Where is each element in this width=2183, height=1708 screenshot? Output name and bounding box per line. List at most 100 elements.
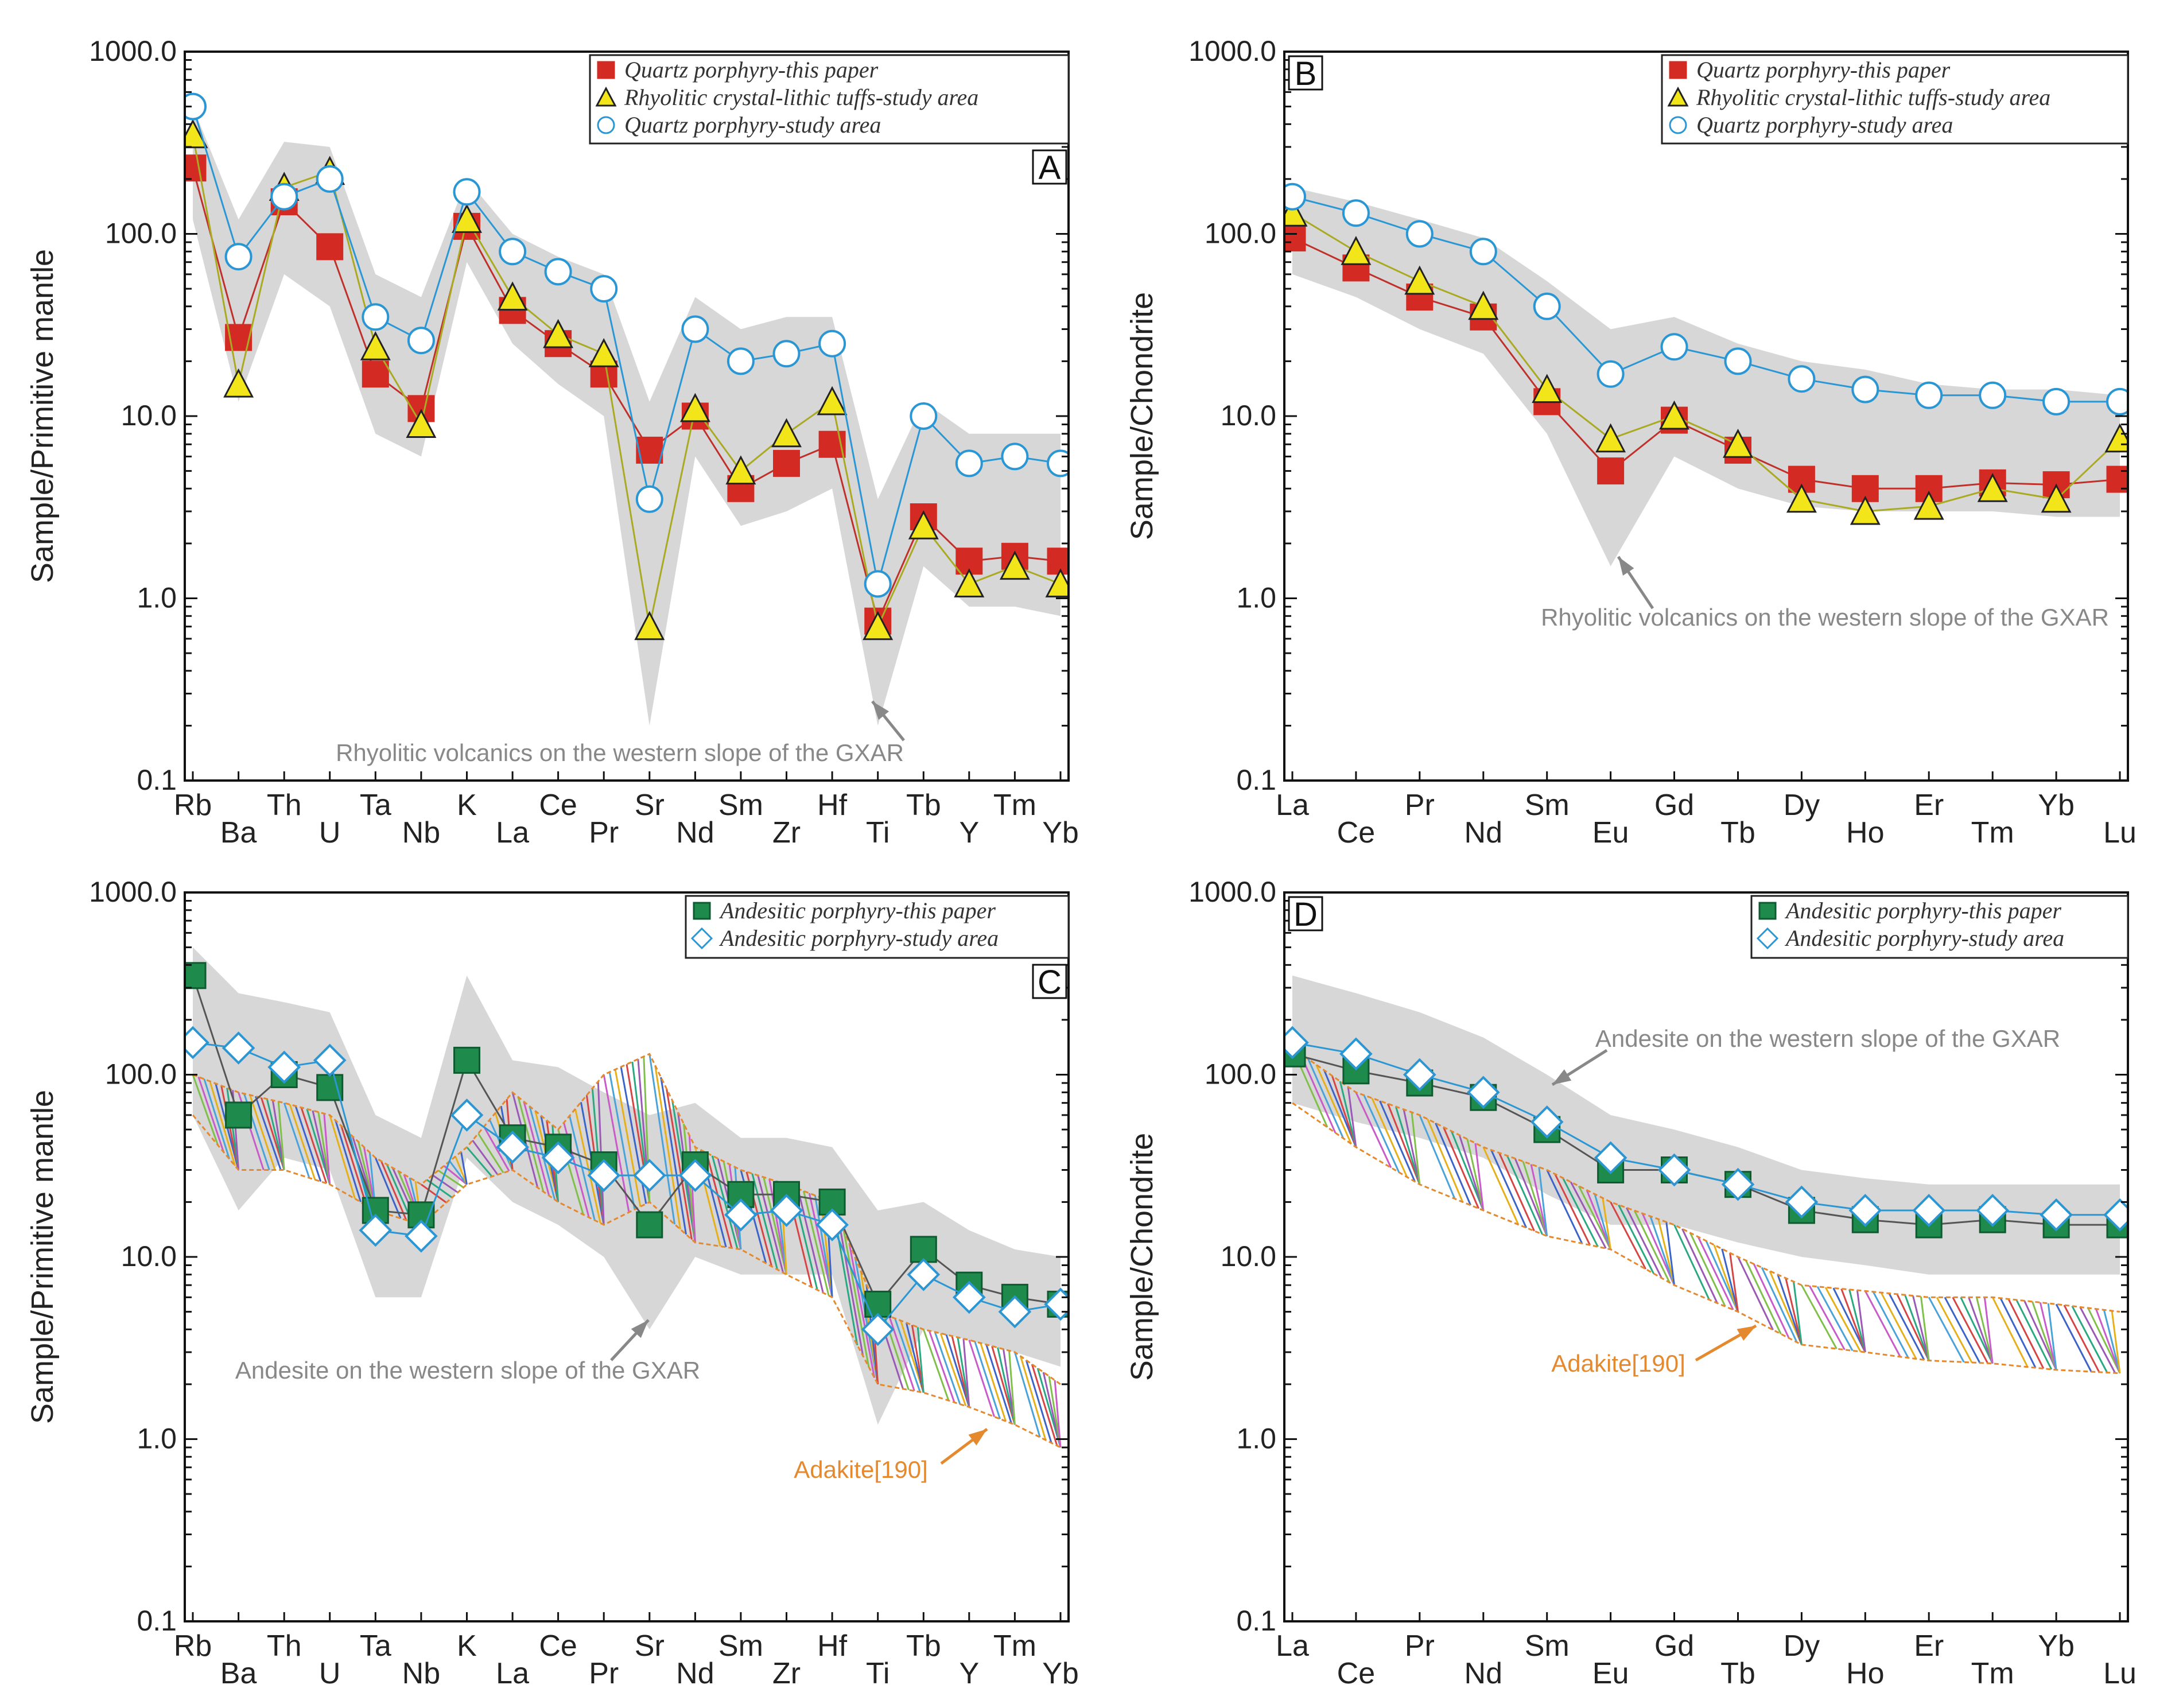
x-tick-label-yb: Yb (2038, 789, 2075, 822)
data-point-ba (225, 1101, 253, 1129)
legend-marker-rhyolitic-crystal-lithic-tuffs-study-area (595, 86, 617, 107)
data-point-k (453, 178, 481, 206)
adakite-hatch-line (523, 1101, 550, 1196)
legend-marker-andesitic-porphyry-study-area (690, 927, 713, 950)
adakite-hatch-line (1466, 1139, 1485, 1211)
adakite-hatch-line (666, 1089, 693, 1240)
data-point-sr (632, 1159, 666, 1192)
arrow-head (631, 1320, 648, 1338)
data-point-tm (1976, 1194, 2010, 1227)
data-point-tb (1721, 1167, 1755, 1201)
data-point-tm (1001, 442, 1029, 471)
x-tick-label-eu: Eu (1592, 816, 1629, 849)
data-point-k (450, 1098, 484, 1132)
adakite-hatch-line (985, 1344, 1012, 1424)
adakite-hatch-line (2087, 1307, 2121, 1374)
data-point-gd (1657, 1153, 1691, 1187)
adakite-hatch-line (1490, 1150, 1527, 1228)
adakite-hatch-line (529, 1106, 556, 1200)
legend-marker-quartz-porphyry-this-paper (1669, 61, 1687, 79)
adakite-hatch-line (455, 1156, 468, 1185)
adakite-hatch-line (1960, 1296, 1994, 1364)
data-point-nd (679, 393, 710, 422)
adakite-hatch-line (1530, 1164, 1548, 1237)
x-tick-label-lu: Lu (2103, 816, 2137, 849)
adakite-hatch-line (1944, 1296, 1981, 1364)
adakite-hatch-line (1427, 1119, 1464, 1202)
data-point-y (954, 568, 985, 597)
y-tick-label: 10.0 (1221, 1240, 1276, 1272)
arrow-head (1552, 1069, 1572, 1085)
adakite-hatch-line (1785, 1278, 1803, 1345)
data-point-ce (1341, 236, 1372, 265)
x-tick-label-th: Th (267, 789, 302, 822)
x-tick-label-zr: Zr (772, 1657, 801, 1690)
x-tick-label-ta: Ta (360, 789, 391, 822)
adakite-hatch-line (1307, 1058, 1345, 1139)
data-point-ta (359, 1213, 393, 1247)
data-point-tm (1979, 381, 2007, 409)
adakite-hatch-line (517, 1097, 545, 1192)
x-tick-label-rb: Rb (174, 1629, 212, 1663)
adakite-hatch-line (306, 1108, 331, 1185)
data-point-ti (864, 570, 892, 598)
adakite-hatch-line (477, 1133, 504, 1174)
x-tick-label-zr: Zr (772, 816, 801, 849)
adakite-hatch-line (1832, 1287, 1866, 1353)
adakite-hatch-line (1586, 1189, 1611, 1250)
legend-label: Andesitic porphyry-this paper (718, 898, 996, 923)
data-point-sm (1532, 374, 1563, 403)
x-tick-label-tm: Tm (1971, 1657, 2014, 1690)
adakite-hatch-line (2031, 1301, 2057, 1371)
annotation-adakite-c: Adakite[190] (794, 1456, 928, 1483)
adakite-hatch-line (1008, 1350, 1016, 1425)
adakite-hatch-line (1482, 1147, 1520, 1225)
adakite-hatch-line (1458, 1135, 1485, 1211)
legend-circle-icon (597, 116, 615, 134)
plot-area (185, 947, 1069, 1449)
adakite-hatch-line (294, 1105, 322, 1182)
data-point-k (453, 1046, 480, 1074)
y-tick-label: 0.1 (137, 764, 177, 796)
adakite-hatch-line (957, 1337, 970, 1407)
data-point-hf (818, 329, 846, 358)
x-tick-label-er: Er (1914, 789, 1944, 822)
adakite-hatch-line (808, 1193, 833, 1298)
data-point-ho (1848, 1194, 1882, 1227)
adakite-hatch-line (1888, 1292, 1925, 1361)
panel-letter-box (1288, 55, 1323, 91)
y-tick-label: 1000.0 (1188, 35, 1276, 67)
data-point-tb (908, 510, 939, 539)
data-point-tb (1723, 428, 1753, 458)
y-axis-title: Sample/Chondrite (1125, 292, 1159, 540)
adakite-hatch-line (449, 1160, 468, 1185)
adakite-hatch-line (1864, 1290, 1901, 1357)
y-tick-label: 1.0 (137, 582, 177, 614)
adakite-hatch-line (945, 1334, 970, 1408)
adakite-hatch-line (1562, 1177, 1599, 1247)
adakite-hatch-line (1522, 1161, 1548, 1237)
adakite-hatch-line (1848, 1289, 1866, 1353)
x-tick-label-yb: Yb (1042, 1657, 1079, 1690)
adakite-upper-boundary (192, 1053, 1061, 1385)
adakite-hatch-line (574, 1108, 601, 1224)
adakite-hatch-line (421, 1183, 447, 1204)
adakite-hatch-line (980, 1342, 1007, 1422)
legend-marker-andesitic-porphyry-this-paper (1758, 902, 1777, 920)
adakite-hatch-line (705, 1152, 733, 1248)
adakite-hatch-line (894, 1318, 921, 1392)
adakite-hatch-line (1793, 1281, 1803, 1345)
adakite-hatch-line (1721, 1248, 1739, 1312)
adakite-hatch-line (266, 1098, 285, 1170)
x-tick-label-pr: Pr (589, 816, 619, 849)
adakite-hatch-line (2023, 1300, 2057, 1371)
adakite-hatch-line (283, 1103, 310, 1178)
adakite-hatch-line (603, 1074, 630, 1213)
data-point-k (452, 204, 482, 233)
adakite-hatch-line (1665, 1221, 1675, 1286)
x-tick-label-tb: Tb (906, 1629, 941, 1663)
adakite-hatch-line (2007, 1298, 2045, 1369)
adakite-hatch-line (1538, 1167, 1548, 1236)
x-tick-label-tm: Tm (993, 1629, 1036, 1663)
